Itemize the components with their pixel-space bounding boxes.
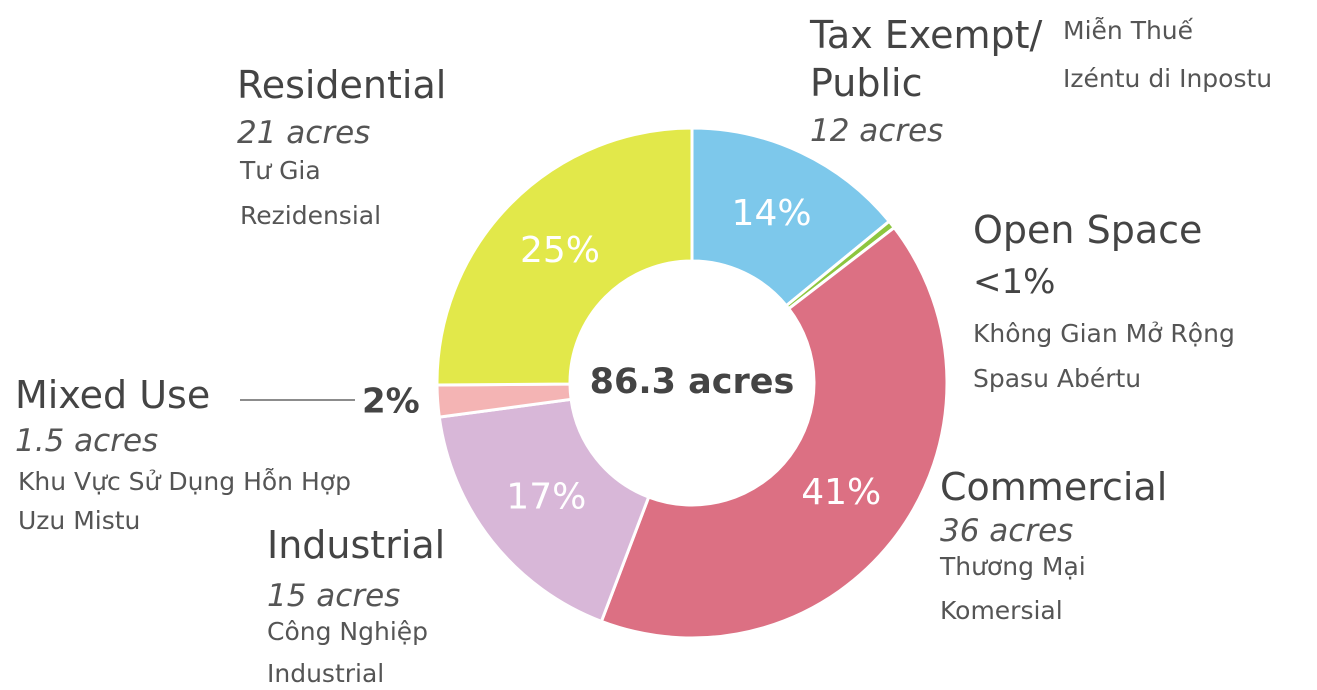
slice-label: 14% [732,193,812,234]
translation-label: Rezidensial [240,201,382,230]
category-label: Tax Exempt/ Public [810,13,1043,105]
category-label: Mixed Use [15,373,211,417]
area-label: 36 acres [940,513,1074,549]
slice-label: 25% [520,230,600,271]
slice-label: 41% [801,472,881,513]
translation-label: Uzu Mistu [18,506,141,535]
translation-label: Industrial [267,659,385,688]
category-label: Residential [237,63,447,107]
translation-label: Tư Gia [240,156,321,185]
slice [437,397,651,624]
translation-label: Miễn Thuế [1063,16,1194,45]
slice [435,126,694,387]
slice [599,225,949,640]
translation-label: Không Gian Mở Rộng [973,319,1235,348]
area-label: 21 acres [237,115,371,151]
translation-label: Izéntu di Inpostu [1063,64,1273,93]
area-label: 12 acres [810,113,944,149]
center-label: 86.3 acres [590,362,795,402]
translation-label: Khu Vực Sử Dụng Hỗn Hợp [18,467,351,496]
area-label: 15 acres [267,578,401,614]
area-label: 1.5 acres [15,423,159,459]
translation-label: Komersial [940,596,1063,625]
slice-label: <1% [973,262,1056,302]
category-label: Open Space [973,208,1203,252]
translation-label: Thương Mại [940,552,1086,581]
category-label: Commercial [940,465,1168,509]
category-label: Industrial [267,523,446,567]
slice-label: 17% [506,477,586,518]
slice-label: 2% [362,382,420,422]
translation-label: Công Nghiệp [267,617,429,646]
translation-label: Spasu Abértu [973,364,1142,393]
